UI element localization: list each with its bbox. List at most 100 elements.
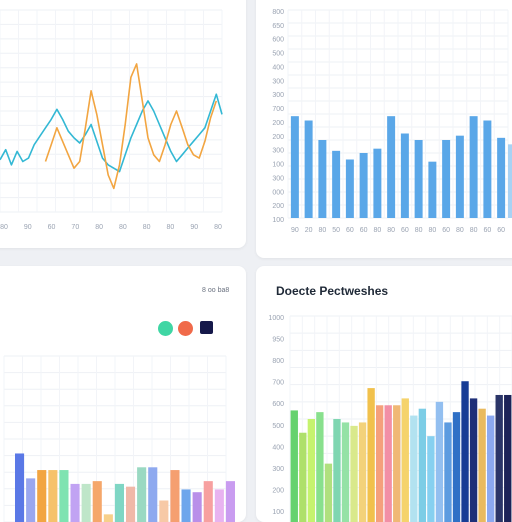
bar [444, 422, 451, 522]
bar [37, 470, 46, 522]
x-tick-label: 60 [442, 227, 450, 234]
bar [159, 501, 168, 522]
bar [316, 412, 323, 522]
bar [387, 116, 395, 218]
multicolor-bar-chart [0, 266, 246, 522]
x-tick-label: 80 [456, 227, 464, 234]
y-tick-label: 100 [272, 509, 284, 516]
x-tick-label: 90 [24, 224, 32, 231]
y-tick-label: 300 [272, 92, 284, 99]
bar [359, 422, 366, 522]
bar [308, 419, 315, 522]
y-tick-label: 700 [272, 380, 284, 387]
bar [126, 487, 135, 522]
bar [70, 484, 79, 522]
y-tick-label: 500 [272, 423, 284, 430]
bar [478, 409, 485, 522]
x-tick-label: 50 [332, 227, 340, 234]
bar [226, 481, 235, 522]
y-tick-label: 200 [272, 120, 284, 127]
bar [104, 514, 113, 522]
x-tick-label: 60 [346, 227, 354, 234]
x-tick-label: 60 [483, 227, 491, 234]
bar [401, 134, 409, 219]
bar [470, 116, 478, 218]
x-tick-label: 80 [95, 224, 103, 231]
bar [461, 381, 468, 522]
x-tick-label: 80 [415, 227, 423, 234]
bar [376, 405, 383, 522]
bar [373, 149, 381, 218]
bar [93, 481, 102, 522]
bar [497, 138, 505, 218]
x-tick-label: 80 [373, 227, 381, 234]
bar [170, 470, 179, 522]
x-tick-label: 80 [0, 224, 8, 231]
y-tick-label: 300 [272, 466, 284, 473]
x-tick-label: 60 [360, 227, 368, 234]
bar [483, 121, 491, 219]
bar [453, 412, 460, 522]
x-tick-label: 70 [71, 224, 79, 231]
bar [325, 464, 332, 522]
x-tick-label: 80 [387, 227, 395, 234]
bar [487, 416, 494, 522]
y-tick-label: 600 [272, 37, 284, 44]
y-tick-label: 200 [272, 487, 284, 494]
x-tick-label: 80 [428, 227, 436, 234]
y-tick-label: 300 [272, 148, 284, 155]
x-tick-label: 60 [401, 227, 409, 234]
bar [470, 398, 477, 522]
y-tick-label: 000 [272, 189, 284, 196]
y-tick-label: 200 [272, 203, 284, 210]
bar [402, 398, 409, 522]
y-tick-label: 600 [272, 401, 284, 408]
bar [427, 436, 434, 522]
bar [291, 116, 299, 218]
x-tick-label: 90 [190, 224, 198, 231]
bar [436, 402, 443, 522]
bar [367, 388, 374, 522]
bar [193, 492, 202, 522]
y-tick-label: 100 [272, 162, 284, 169]
y-tick-label: 700 [272, 106, 284, 113]
x-tick-label: 80 [470, 227, 478, 234]
y-tick-label: 950 [272, 337, 284, 344]
bar [456, 136, 464, 218]
bar [48, 470, 57, 522]
bar [504, 395, 511, 522]
bar [318, 140, 326, 218]
multicolor-bar-chart-panel: 8 oo ba8 [0, 266, 246, 522]
bar [148, 467, 157, 522]
x-tick-label: 80 [143, 224, 151, 231]
y-tick-label: 100 [272, 217, 284, 224]
y-tick-label: 300 [272, 78, 284, 85]
y-tick-label: 400 [272, 64, 284, 71]
x-tick-label: 80 [119, 224, 127, 231]
y-tick-label: 1000 [268, 315, 284, 322]
bar [115, 484, 124, 522]
bar [415, 140, 423, 218]
bar [26, 478, 35, 522]
bar [204, 481, 213, 522]
bar [350, 426, 357, 522]
y-tick-label: 200 [272, 134, 284, 141]
bar [419, 409, 426, 522]
bar [332, 151, 340, 218]
bar [428, 162, 436, 218]
y-tick-label: 800 [272, 9, 284, 16]
bar [360, 153, 368, 218]
x-tick-label: 20 [305, 227, 313, 234]
bar [181, 489, 190, 522]
x-tick-label: 80 [167, 224, 175, 231]
y-tick-label: 300 [272, 175, 284, 182]
y-tick-label: 400 [272, 444, 284, 451]
bar [291, 410, 298, 522]
bar [393, 405, 400, 522]
bar [442, 140, 450, 218]
